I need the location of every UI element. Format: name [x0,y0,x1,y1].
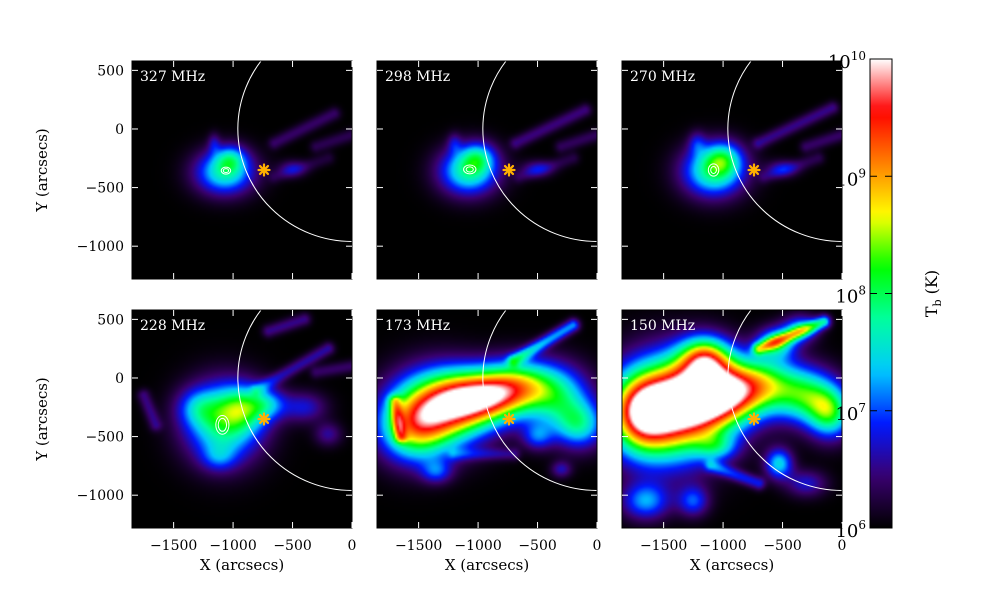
contour [437,401,451,411]
contour [220,166,232,175]
source-marker [502,412,516,426]
frequency-label: 270 MHz [630,69,695,85]
map-panel: 327 MHz 500 0 −500 −1000 Y (arcsecs) [33,60,353,280]
colorbar-tick-label: 106 [835,518,866,542]
contour [215,414,230,435]
y-tick-label: −1000 [77,239,124,255]
brightness-map [132,310,352,528]
colorbar-tick-label: 107 [835,401,866,425]
solar-limb [237,310,352,491]
y-tick-label: 500 [97,312,124,328]
map-panel: 228 MHz 500 0 −500 −1000 Y (arcsecs) −1500 −100… [33,309,357,574]
x-tick-label: −500 [763,538,801,554]
frequency-label: 173 MHz [385,318,450,334]
colorbar: 1010 109 108 107 106 Tb (K) [828,49,944,542]
x-tick-label: −1000 [699,538,746,554]
y-tick-label: 0 [115,371,124,387]
x-axis-label: X (arcsecs) [200,556,284,574]
y-tick-label: −500 [86,181,124,197]
y-tick-label: 0 [115,122,124,138]
source-marker [747,163,761,177]
x-axis-label: X (arcsecs) [690,556,774,574]
x-tick-label: −1500 [395,538,442,554]
contour [434,399,454,414]
brightness-map [377,310,597,528]
x-tick-label: −1500 [150,538,197,554]
frequency-label: 327 MHz [140,69,205,85]
colorbar-tick-label: 109 [835,166,866,190]
contour [465,166,474,173]
x-tick-label: −1500 [640,538,687,554]
brightness-map [132,61,352,279]
source-marker [257,163,271,177]
contour [222,168,230,174]
x-tick-label: −500 [518,538,556,554]
contour [710,165,717,175]
frequency-label: 298 MHz [385,69,450,85]
x-tick-label: −1000 [454,538,501,554]
solar-limb [482,61,597,242]
colorbar-label: Tb (K) [922,270,944,317]
contour [217,417,228,432]
colorbar-tick-label: 1010 [828,49,866,73]
x-tick-label: −1000 [209,538,256,554]
colorbar-tick-label: 108 [835,284,866,308]
source-marker [257,412,271,426]
brightness-map [377,61,597,279]
y-axis-label: Y (arcsecs) [33,128,51,213]
x-axis-label: X (arcsecs) [445,556,529,574]
contour [665,403,686,416]
brightness-map [622,61,842,279]
y-axis-label: Y (arcsecs) [33,377,51,462]
solar-limb [727,310,842,491]
frequency-label: 228 MHz [140,318,205,334]
frequency-label: 150 MHz [630,318,695,334]
map-panel: 173 MHz −1500 −1000 −500 0 X (arcsecs) [376,309,602,574]
y-tick-label: −1000 [77,488,124,504]
contour [661,401,690,418]
map-panel: 150 MHz −1500 −1000 −500 0 X (arcsecs) [621,309,847,574]
x-tick-label: −500 [273,538,311,554]
x-tick-label: 0 [348,538,357,554]
y-tick-label: 500 [97,63,124,79]
source-marker [747,412,761,426]
solar-limb [482,310,597,491]
solar-limb [237,61,352,242]
source-marker [502,163,516,177]
x-tick-label: 0 [838,538,847,554]
brightness-map [622,310,842,528]
map-panel: 298 MHz [376,60,598,280]
solar-limb [727,61,842,242]
panels-layer: 327 MHz 500 0 −500 −1000 Y (arcsecs) 298 MHz 27… [33,60,847,574]
x-tick-label: 0 [593,538,602,554]
map-panel: 270 MHz [621,60,843,280]
contour [707,163,720,177]
y-tick-label: −500 [86,430,124,446]
contour [463,164,477,175]
